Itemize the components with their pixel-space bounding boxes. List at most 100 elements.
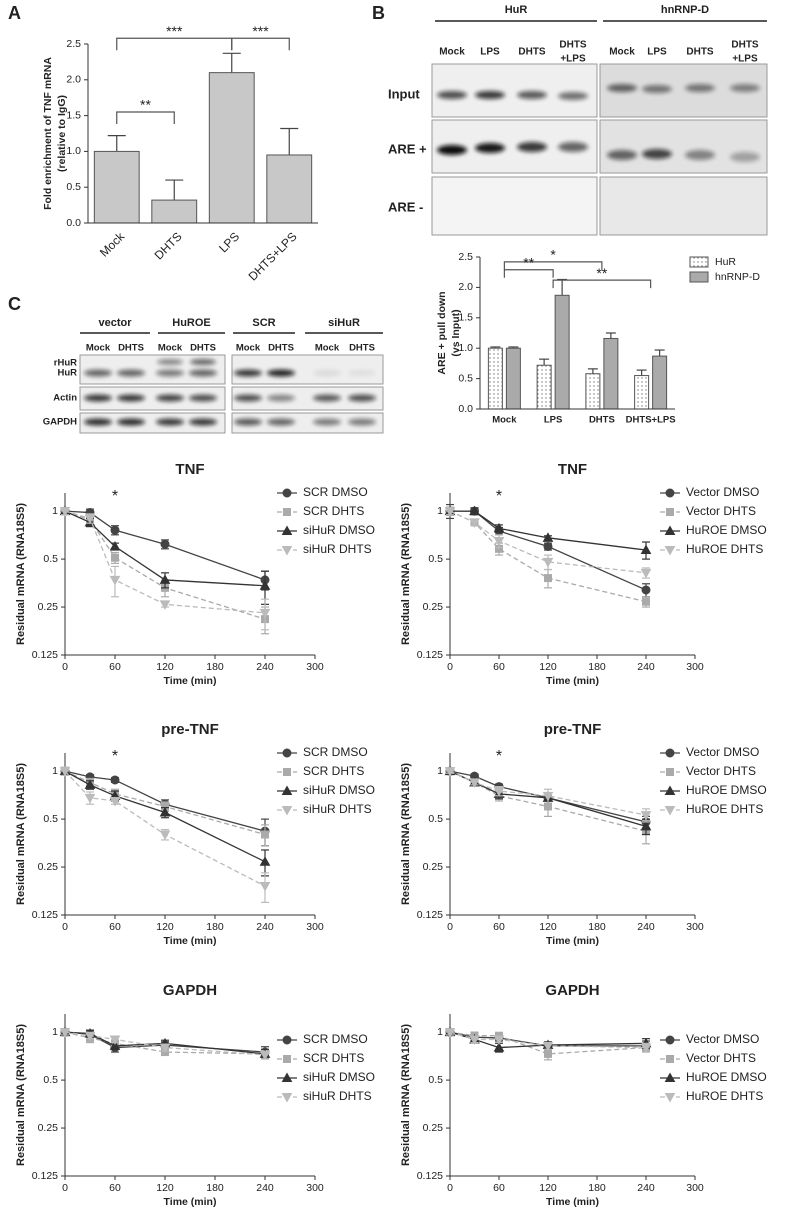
legend-item: SCR DMSO (277, 485, 368, 499)
lane-label: DHTS (190, 343, 216, 354)
x-axis-label: Time (min) (546, 1196, 599, 1208)
chart-title: TNF (558, 461, 587, 478)
blot-band (642, 85, 672, 93)
marker (493, 787, 505, 797)
legend-item: HuROE DHTS (660, 802, 763, 816)
marker (59, 1028, 71, 1038)
x-axis-label: Time (min) (546, 935, 599, 947)
blot-band (84, 369, 112, 377)
marker (544, 574, 552, 583)
marker (542, 791, 554, 802)
legend-item: Vector DMSO (660, 745, 759, 759)
marker (640, 811, 652, 821)
marker (493, 1042, 505, 1052)
marker (544, 802, 552, 811)
marker (542, 1041, 554, 1052)
marker (259, 856, 271, 866)
significance-label: * (550, 247, 556, 263)
x-axis-label: Time (min) (164, 675, 217, 687)
lane-label: Mock (609, 47, 635, 58)
blot-band (234, 418, 262, 426)
x-tick-label: 240 (637, 1182, 655, 1194)
lane-label: DHTS (731, 40, 759, 51)
panel-label: A (8, 3, 21, 23)
x-tick-label: Mock (492, 415, 517, 426)
marker (281, 785, 293, 795)
legend-item: SCR DHTS (277, 1051, 364, 1065)
legend-label: HuROE DHTS (686, 802, 763, 816)
annotation: * (112, 748, 118, 765)
marker (666, 508, 674, 516)
y-tick-label: 0.125 (417, 909, 443, 921)
marker (282, 748, 292, 758)
marker (259, 608, 271, 619)
x-axis-label: Time (min) (164, 935, 217, 947)
marker (444, 767, 456, 777)
y-tick-label: 0.25 (423, 861, 444, 873)
blot-band (517, 91, 547, 99)
x-tick-label: 300 (686, 921, 704, 933)
y-tick-label: 0.25 (38, 601, 59, 613)
legend-label: Vector DMSO (686, 745, 759, 759)
x-tick-label: 60 (493, 1182, 505, 1194)
bar (603, 337, 619, 410)
legend-label: SCR DHTS (303, 504, 364, 518)
legend-item: siHuR DHTS (277, 802, 372, 816)
x-tick-label: 60 (109, 921, 121, 933)
legend-item: SCR DHTS (277, 504, 364, 518)
annotation: * (496, 748, 502, 765)
legend-swatch (689, 271, 709, 283)
marker (281, 1072, 293, 1082)
y-tick-label: 0.125 (417, 1170, 443, 1182)
marker (444, 507, 456, 517)
legend-label: SCR DMSO (303, 1032, 368, 1046)
marker (664, 806, 676, 816)
blot-band (84, 394, 112, 402)
marker (542, 557, 554, 568)
blot-row-label: Input (388, 86, 420, 101)
legend-item: HuROE DMSO (660, 523, 767, 537)
x-tick-label: DHTS+LPS (626, 415, 676, 426)
lane-label: LPS (480, 47, 500, 58)
legend-item: Vector DHTS (660, 764, 756, 778)
blot-band (475, 91, 505, 99)
x-tick-label: 60 (493, 661, 505, 673)
legend-item: SCR DHTS (277, 764, 364, 778)
marker (544, 1049, 552, 1058)
series-line (64, 510, 266, 620)
marker (159, 574, 171, 584)
blot-band (234, 394, 262, 402)
x-tick-label: 0 (62, 661, 68, 673)
series-line (64, 770, 266, 887)
legend-item: siHuR DHTS (277, 542, 372, 556)
legend-label: Vector DHTS (686, 1051, 756, 1065)
x-tick-label: 120 (156, 921, 174, 933)
marker (159, 1043, 171, 1054)
marker (109, 796, 121, 807)
x-tick-label: DHTS (152, 229, 185, 262)
significance-bracket (231, 37, 290, 51)
y-tick-label: 0.5 (428, 553, 443, 565)
significance-label: *** (252, 23, 269, 39)
blot-band (156, 394, 184, 402)
x-tick-label: 120 (539, 661, 557, 673)
y-tick-label: 1.0 (458, 342, 473, 354)
blot-band (348, 394, 376, 402)
legend-label: HuROE DMSO (686, 523, 767, 537)
lane-label: DHTS (686, 47, 714, 58)
y-tick-label: 1 (437, 765, 443, 777)
bar (634, 375, 650, 410)
blot-band (234, 369, 262, 377)
lane-label: DHTS (349, 343, 375, 354)
blot-band (117, 418, 145, 426)
y-tick-label: 0.125 (32, 649, 58, 661)
chart-title: pre-TNF (544, 721, 602, 738)
x-tick-label: 0 (447, 1182, 453, 1194)
marker (110, 775, 120, 785)
legend-item: HuROE DMSO (660, 1070, 767, 1084)
lane-label: +LPS (732, 54, 758, 65)
x-tick-label: DHTS (589, 415, 615, 426)
y-axis-label: Residual mRNA (RNA18S5) (15, 1024, 27, 1166)
blot-band (84, 418, 112, 426)
blot-band (313, 394, 341, 402)
